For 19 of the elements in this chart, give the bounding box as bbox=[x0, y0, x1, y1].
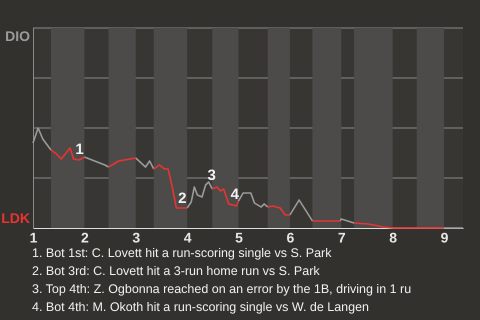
x-tick-label: 1 bbox=[30, 230, 38, 246]
text: 3. Top 4th: Z. Ogbonna reached on an error by the 1B, driving in 1 ru bbox=[32, 282, 412, 296]
x-tick-label: 2 bbox=[80, 230, 89, 246]
text: 4. Bot 4th: M. Okoth hit a run-scoring single vs W. de Langen bbox=[32, 300, 370, 314]
x-tick-label: 3 bbox=[132, 230, 140, 246]
annotation: 2 bbox=[178, 190, 187, 207]
annotation: 3 bbox=[207, 167, 216, 184]
x-tick-label: 6 bbox=[286, 230, 294, 246]
text: 1. Bot 1st: C. Lovett hit a run-scoring single vs S. Park bbox=[32, 246, 332, 260]
annotation: 1 bbox=[75, 141, 84, 158]
annotation: 4 bbox=[230, 186, 240, 203]
text: 2. Bot 3rd: C. Lovett hit a 3-run home run vs S. Park bbox=[32, 264, 320, 278]
x-tick-label: 7 bbox=[338, 230, 346, 246]
text: LDK bbox=[1, 210, 30, 226]
x-tick-label: 8 bbox=[389, 230, 398, 246]
text: DIO bbox=[5, 28, 30, 44]
x-tick-label: 4 bbox=[184, 230, 192, 246]
x-tick-label: 9 bbox=[440, 230, 449, 246]
x-tick-label: 5 bbox=[235, 230, 244, 246]
